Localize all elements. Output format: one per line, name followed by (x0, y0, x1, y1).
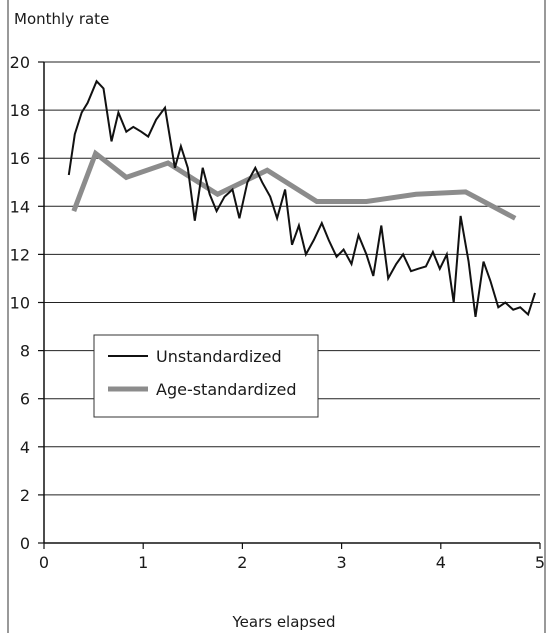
y-tick-label: 10 (10, 294, 30, 313)
y-axis-label: Monthly rate (14, 10, 109, 28)
series-line-age-standardized (71, 149, 517, 221)
x-tick-label: 1 (138, 553, 148, 572)
y-tick-label: 6 (20, 390, 30, 409)
x-tick-labels: 0 1 2 3 4 5 (39, 553, 545, 572)
y-tick-labels: 0 2 4 6 8 10 12 14 16 18 20 (10, 53, 30, 553)
y-tick-label: 16 (10, 149, 30, 168)
axes (43, 62, 540, 544)
y-tick-label: 8 (20, 342, 30, 361)
x-tick-label: 2 (237, 553, 247, 572)
y-tick-label: 18 (10, 101, 30, 120)
y-tick-label: 4 (20, 438, 30, 457)
legend-box (93, 334, 319, 418)
x-tick-label: 5 (535, 553, 545, 572)
x-tick-label: 4 (436, 553, 446, 572)
y-tick-label: 14 (10, 197, 30, 216)
y-tick-label: 12 (10, 245, 30, 264)
x-tick-label: 3 (337, 553, 347, 572)
legend-label-age-standardized: Age-standardized (156, 380, 297, 399)
y-tick-label: 2 (20, 486, 30, 505)
x-axis-label: Years elapsed (231, 613, 335, 631)
legend: Unstandardized Age-standardized (93, 334, 319, 418)
series-layer (67, 79, 536, 318)
series-line-unstandardized (67, 79, 536, 318)
y-tick-label: 20 (10, 53, 30, 72)
legend-label-unstandardized: Unstandardized (156, 347, 282, 366)
y-tick-label: 0 (20, 534, 30, 553)
x-tick-label: 0 (39, 553, 49, 572)
